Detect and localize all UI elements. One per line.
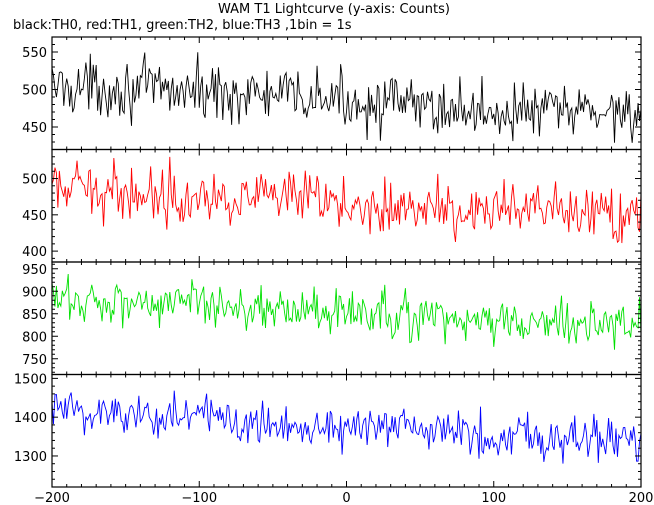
x-axis: −200 −100 0 100 200 xyxy=(34,491,653,505)
y-tick-label: 450 xyxy=(22,121,47,136)
y-tick-label: 950 xyxy=(22,263,47,278)
panel-th0: 450 500 550 xyxy=(22,36,642,151)
series-line-th1 xyxy=(52,156,641,244)
y-tick-label: 1300 xyxy=(14,450,47,465)
panel-frame xyxy=(51,373,642,488)
series-line-th3 xyxy=(52,390,641,464)
y-tick-label: 900 xyxy=(22,285,47,300)
y-tick-label: 750 xyxy=(22,353,47,368)
y-tick-label: 1500 xyxy=(14,372,47,387)
x-tick-label: 200 xyxy=(629,491,654,505)
y-tick-label: 400 xyxy=(22,245,47,260)
y-tick-label: 800 xyxy=(22,330,47,345)
chart-title: WAM T1 Lightcurve (y-axis: Counts) xyxy=(218,2,450,17)
y-tick-label: 1400 xyxy=(14,411,47,426)
y-tick-label: 850 xyxy=(22,308,47,323)
panel-th1: 400 450 500 xyxy=(22,148,642,263)
series-line-th2 xyxy=(52,273,641,350)
x-tick-label: 100 xyxy=(481,491,506,505)
panel-frame xyxy=(51,36,642,151)
panel-frame xyxy=(51,148,642,263)
series-line-th0 xyxy=(52,52,641,143)
panels-layer: 450 500 550 400 450 500 750 800 850 900 950 1300 140… xyxy=(14,36,642,488)
panel-th2: 750 800 850 900 950 xyxy=(22,261,642,376)
chart-subtitle: black:TH0, red:TH1, green:TH2, blue:TH3 … xyxy=(13,18,352,33)
x-tick-label: 0 xyxy=(342,491,350,505)
y-tick-label: 450 xyxy=(22,209,47,224)
y-tick-label: 500 xyxy=(22,84,47,99)
y-tick-label: 500 xyxy=(22,173,47,188)
y-tick-label: 550 xyxy=(22,46,47,61)
panel-th3: 1300 1400 1500 xyxy=(14,372,642,488)
x-tick-label: −100 xyxy=(181,491,217,505)
x-tick-label: −200 xyxy=(34,491,70,505)
